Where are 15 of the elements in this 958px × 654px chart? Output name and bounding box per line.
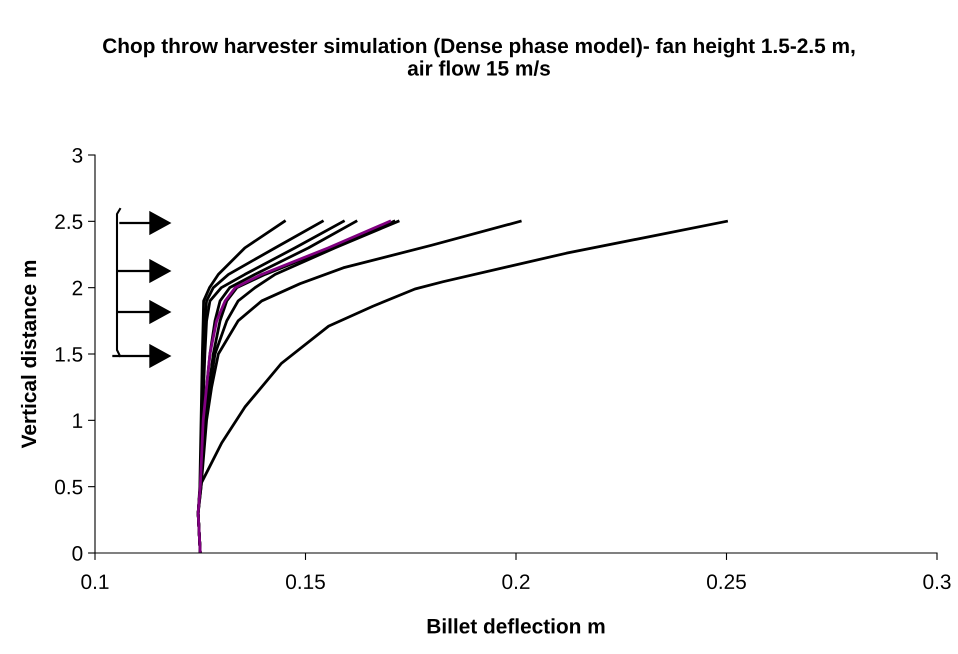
y-tick-label: 1.5 bbox=[56, 347, 82, 362]
x-tick-label: 0.25 bbox=[707, 574, 746, 590]
y-axis-title: Vertical distance m bbox=[20, 260, 36, 448]
y-tick-label: 2.5 bbox=[55, 214, 82, 230]
y-tick-label: 0 bbox=[72, 546, 82, 561]
y-tick-label: 1 bbox=[73, 414, 82, 428]
x-tick-label: 0.2 bbox=[502, 574, 530, 590]
x-tick-label: 0.1 bbox=[81, 574, 108, 590]
x-axis-title: Billet deflection m bbox=[428, 618, 604, 634]
x-tick-label: 0.15 bbox=[286, 574, 325, 590]
y-tick-label: 0.5 bbox=[55, 480, 82, 494]
y-tick-label: 3 bbox=[72, 148, 82, 163]
chart-title: Chop throw harvester simulation (Dense phase model)- fan height 1.5-2.5 m, air flow 15 m/s bbox=[103, 38, 854, 76]
y-tick-label: 2 bbox=[72, 280, 82, 296]
x-tick-label: 0.3 bbox=[923, 574, 951, 590]
